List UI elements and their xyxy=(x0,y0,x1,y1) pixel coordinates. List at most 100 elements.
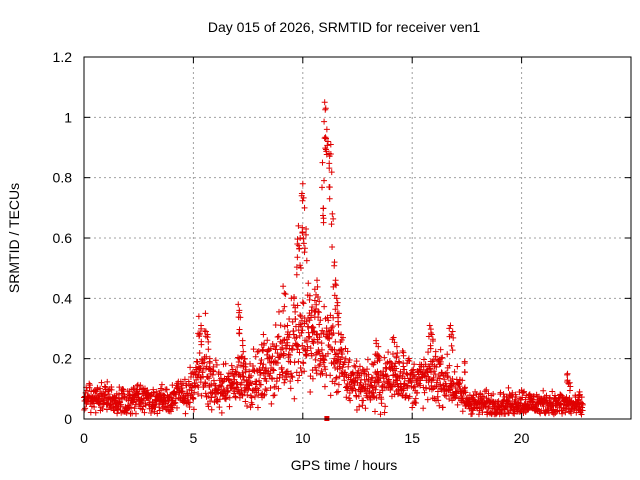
data-point xyxy=(439,404,446,411)
data-point xyxy=(277,322,284,329)
data-point xyxy=(294,377,301,384)
data-point xyxy=(303,351,310,358)
data-point xyxy=(316,334,323,341)
data-point xyxy=(333,374,340,381)
data-point xyxy=(296,245,303,252)
data-point xyxy=(158,381,165,388)
data-point xyxy=(163,386,170,393)
data-point xyxy=(551,392,558,399)
data-point xyxy=(236,330,243,337)
data-point xyxy=(288,370,295,377)
data-point xyxy=(284,322,291,329)
data-point xyxy=(144,387,151,394)
data-point xyxy=(446,395,453,402)
data-point xyxy=(408,371,415,378)
data-point xyxy=(320,215,327,222)
data-point xyxy=(320,356,327,363)
data-point xyxy=(504,406,511,413)
data-point xyxy=(348,385,355,392)
data-point xyxy=(311,297,318,304)
data-point xyxy=(400,352,407,359)
data-point xyxy=(436,402,443,409)
data-point xyxy=(266,354,273,361)
data-point xyxy=(272,346,279,353)
data-point xyxy=(375,352,382,359)
data-point xyxy=(310,340,317,347)
data-point xyxy=(529,399,536,406)
data-point xyxy=(212,357,219,364)
data-point xyxy=(372,408,379,415)
data-point xyxy=(297,364,304,371)
data-point xyxy=(456,383,463,390)
data-point xyxy=(150,389,157,396)
data-point xyxy=(324,350,331,357)
plot-frame xyxy=(83,56,632,420)
data-point xyxy=(263,387,270,394)
data-point xyxy=(378,400,385,407)
data-point xyxy=(235,386,242,393)
data-point xyxy=(462,389,469,396)
data-point xyxy=(238,354,245,361)
data-point xyxy=(540,387,547,394)
data-point xyxy=(254,348,261,355)
data-point xyxy=(295,358,302,365)
data-point xyxy=(355,393,362,400)
data-point xyxy=(92,409,99,416)
data-point xyxy=(291,395,298,402)
data-point xyxy=(243,377,250,384)
data-point xyxy=(259,346,266,353)
data-point xyxy=(375,379,382,386)
data-point xyxy=(459,408,466,415)
data-point xyxy=(304,343,311,350)
data-point xyxy=(300,194,307,201)
data-point xyxy=(404,385,411,392)
data-point xyxy=(128,404,135,411)
data-point xyxy=(356,363,363,370)
x-tick-label: 15 xyxy=(404,430,420,446)
data-point xyxy=(449,347,456,354)
data-point xyxy=(283,374,290,381)
data-point xyxy=(434,393,441,400)
data-point xyxy=(298,190,305,197)
data-point xyxy=(290,331,297,338)
data-point xyxy=(239,392,246,399)
data-point xyxy=(295,343,302,350)
data-point xyxy=(299,327,306,334)
data-point xyxy=(538,407,545,414)
data-point xyxy=(371,359,378,366)
data-point xyxy=(248,394,255,401)
data-point xyxy=(332,338,339,345)
data-point xyxy=(280,307,287,314)
data-point xyxy=(393,353,400,360)
data-point xyxy=(437,346,444,353)
data-point xyxy=(205,338,212,345)
data-point xyxy=(199,369,206,376)
data-point xyxy=(312,356,319,363)
data-point xyxy=(204,373,211,380)
data-point xyxy=(377,411,384,418)
y-tick-label: 1.2 xyxy=(53,49,73,65)
data-point xyxy=(310,328,317,335)
data-point xyxy=(301,368,308,375)
data-point xyxy=(386,358,393,365)
data-point xyxy=(222,360,229,367)
data-point xyxy=(381,354,388,361)
data-point xyxy=(437,373,444,380)
data-point xyxy=(324,138,331,145)
data-point xyxy=(414,389,421,396)
data-point xyxy=(374,358,381,365)
data-point xyxy=(181,376,188,383)
x-tick-label: 0 xyxy=(80,430,88,446)
data-point xyxy=(281,290,288,297)
data-point xyxy=(392,360,399,367)
data-point xyxy=(257,372,264,379)
data-point xyxy=(353,358,360,365)
data-point xyxy=(338,346,345,353)
data-point xyxy=(309,303,316,310)
data-point xyxy=(242,366,249,373)
data-point xyxy=(454,363,461,370)
data-point xyxy=(374,368,381,375)
data-point xyxy=(172,399,179,406)
data-point xyxy=(550,411,557,418)
data-point xyxy=(190,395,197,402)
